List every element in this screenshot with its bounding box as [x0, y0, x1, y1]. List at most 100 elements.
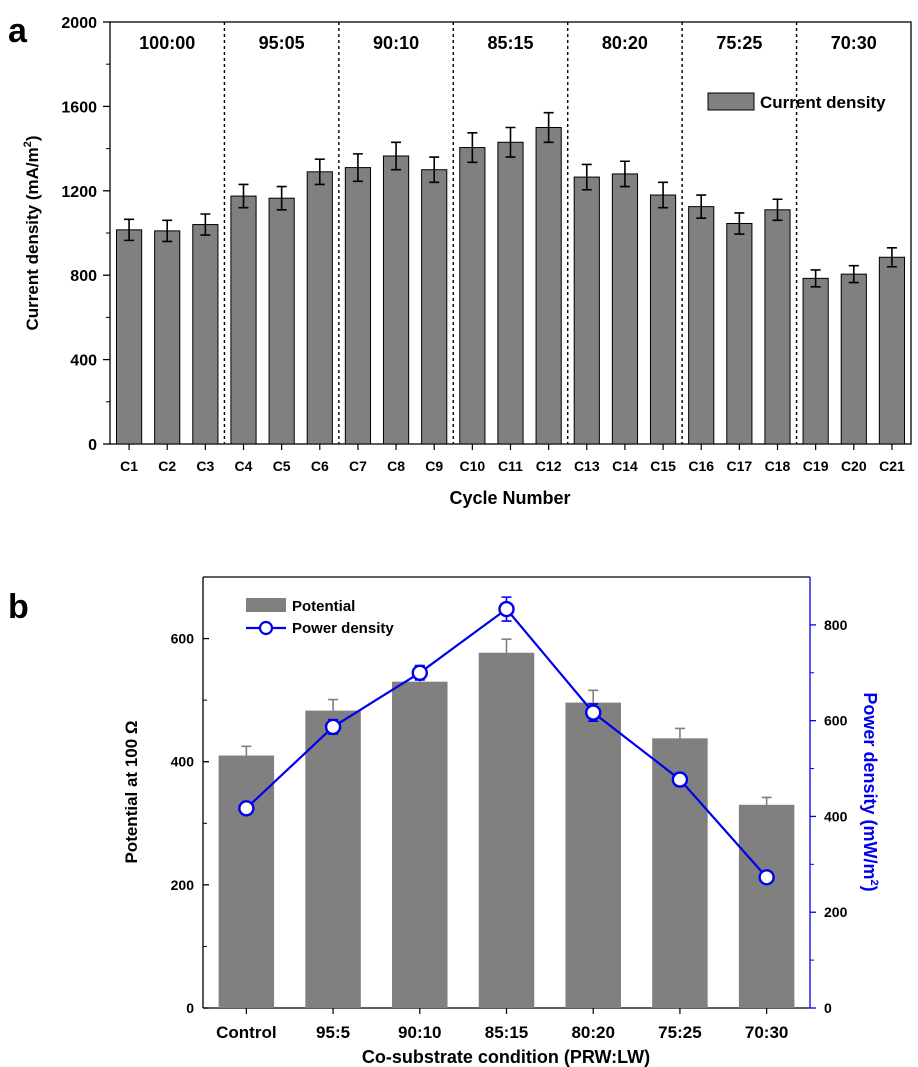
x-tick-label: C7 [349, 458, 367, 474]
x-tick-label: C18 [765, 458, 791, 474]
panel-a-x-axis-title: Cycle Number [449, 488, 570, 508]
potential-bar [305, 710, 361, 1008]
error-bar-c18 [772, 198, 783, 222]
error-bar-c20 [848, 264, 859, 284]
bar-c4 [230, 195, 257, 445]
panel-b-right-y-axis-title-sup: 2 [868, 879, 880, 885]
bar-c7 [344, 167, 372, 445]
group-label: 85:15 [487, 33, 533, 53]
x-tick-label: C21 [879, 458, 905, 474]
bar-c8 [382, 155, 410, 445]
bar-c16 [688, 206, 715, 445]
panel-b-bars [218, 652, 795, 1008]
panel-a-y-axis-title: Current density (mA/m2) [22, 135, 42, 330]
bar-c21 [878, 256, 906, 445]
bar-c10 [459, 147, 486, 445]
potential-bar [565, 702, 621, 1008]
bar-c11 [497, 141, 524, 445]
potential-error-bar [588, 689, 599, 703]
error-bar-c13 [581, 163, 592, 191]
right-y-tick-label: 400 [824, 808, 848, 824]
bar-c14 [611, 173, 639, 445]
panel-a-x-ticks: C1 C2 C3 C4 C5 C6 C7 C8 C9 C10 C11 C12 C13 C14 C15 C16 C… [120, 444, 905, 474]
error-bar-c16 [696, 194, 707, 220]
x-tick-label: C8 [387, 458, 405, 474]
x-tick-label: C4 [235, 458, 253, 474]
potential-bar [738, 804, 795, 1008]
potential-bar [218, 755, 275, 1008]
x-tick-label: C10 [460, 458, 486, 474]
left-y-tick-label: 0 [186, 1000, 194, 1016]
panel-a: a 0 400 800 1200 1600 2000 C1 C2 C3 C4 C5 C6 C7 C8 C9… [8, 12, 912, 508]
panel-a-y-axis-title-main: Current density (mA/m [23, 147, 42, 330]
error-bar-c11 [505, 126, 516, 158]
bar-c9 [421, 169, 448, 445]
left-y-tick-label: 600 [171, 631, 195, 647]
x-tick-label: C16 [688, 458, 714, 474]
error-bar-c19 [810, 269, 821, 288]
error-bar-c2 [162, 219, 173, 243]
x-tick-label: C2 [158, 458, 176, 474]
x-tick-label: 95:5 [316, 1023, 350, 1042]
x-tick-label: C12 [536, 458, 562, 474]
panel-b-right-y-axis-title: Power density (mW/m2) [860, 692, 880, 891]
panel-a-legend: Current density [707, 92, 886, 112]
panel-b-legend: Potential Power density [246, 598, 394, 637]
panel-a-y-axis-title-tail: ) [23, 135, 42, 141]
panel-a-legend-label: Current density [760, 93, 886, 112]
bar-c15 [649, 194, 677, 445]
group-label: 100:00 [139, 33, 195, 53]
right-y-tick-label: 600 [824, 713, 848, 729]
potential-error-bar [328, 698, 339, 711]
bar-c13 [573, 176, 600, 445]
bar-c12 [535, 127, 562, 445]
group-label: 70:30 [831, 33, 877, 53]
group-label: 95:05 [259, 33, 305, 53]
panel-a-group-separators [223, 22, 798, 444]
error-bar-c3 [200, 213, 211, 236]
panel-b-x-ticks: Control 95:5 90:10 85:15 80:20 75:25 70:30 [216, 1008, 788, 1042]
potential-bar [392, 681, 448, 1008]
bar-c1 [115, 229, 143, 445]
error-bar-c1 [124, 218, 135, 242]
x-tick-label: C19 [803, 458, 829, 474]
panel-a-label: a [8, 12, 28, 50]
x-tick-label: 70:30 [745, 1023, 788, 1042]
bar-c3 [192, 224, 219, 445]
x-tick-label: C3 [196, 458, 214, 474]
error-bar-c5 [276, 185, 287, 211]
bar-c2 [154, 230, 181, 445]
panel-b-left-y-axis-title: Potential at 100 Ω [122, 720, 141, 863]
panel-b-legend-potential-swatch [246, 598, 286, 612]
potential-error-bar [761, 796, 772, 805]
right-y-tick-label: 0 [824, 1000, 832, 1016]
power-density-point [498, 600, 515, 618]
error-bar-c7 [352, 153, 363, 183]
x-tick-label: C20 [841, 458, 867, 474]
panel-a-y-axis-title-sup: 2 [22, 141, 34, 147]
right-y-tick-label: 800 [824, 617, 848, 633]
x-tick-label: C15 [650, 458, 676, 474]
error-bar-c15 [658, 181, 669, 209]
potential-error-bar [501, 638, 512, 653]
panel-b-legend-potential-label: Potential [292, 598, 355, 615]
x-tick-label: C1 [120, 458, 138, 474]
bar-c18 [764, 209, 791, 445]
panel-a-bars [115, 127, 906, 445]
power-density-point [671, 771, 689, 788]
x-tick-label: 80:20 [571, 1023, 614, 1042]
error-bar-c21 [886, 246, 897, 268]
x-tick-label: C11 [498, 458, 523, 474]
y-tick-label: 800 [70, 268, 97, 285]
panel-a-y-ticks: 0 400 800 1200 1600 2000 [61, 15, 110, 454]
x-tick-label: Control [216, 1023, 276, 1042]
bar-c17 [726, 223, 753, 445]
x-tick-label: C6 [311, 458, 329, 474]
potential-error-bar [241, 745, 252, 756]
x-tick-label: C13 [574, 458, 600, 474]
x-tick-label: 90:10 [398, 1023, 441, 1042]
panel-b-right-y-axis-title-main: Power density (mW/m [860, 692, 880, 879]
group-label: 80:20 [602, 33, 648, 53]
panel-b-left-y-ticks: 0 200 400 600 [171, 631, 209, 1016]
